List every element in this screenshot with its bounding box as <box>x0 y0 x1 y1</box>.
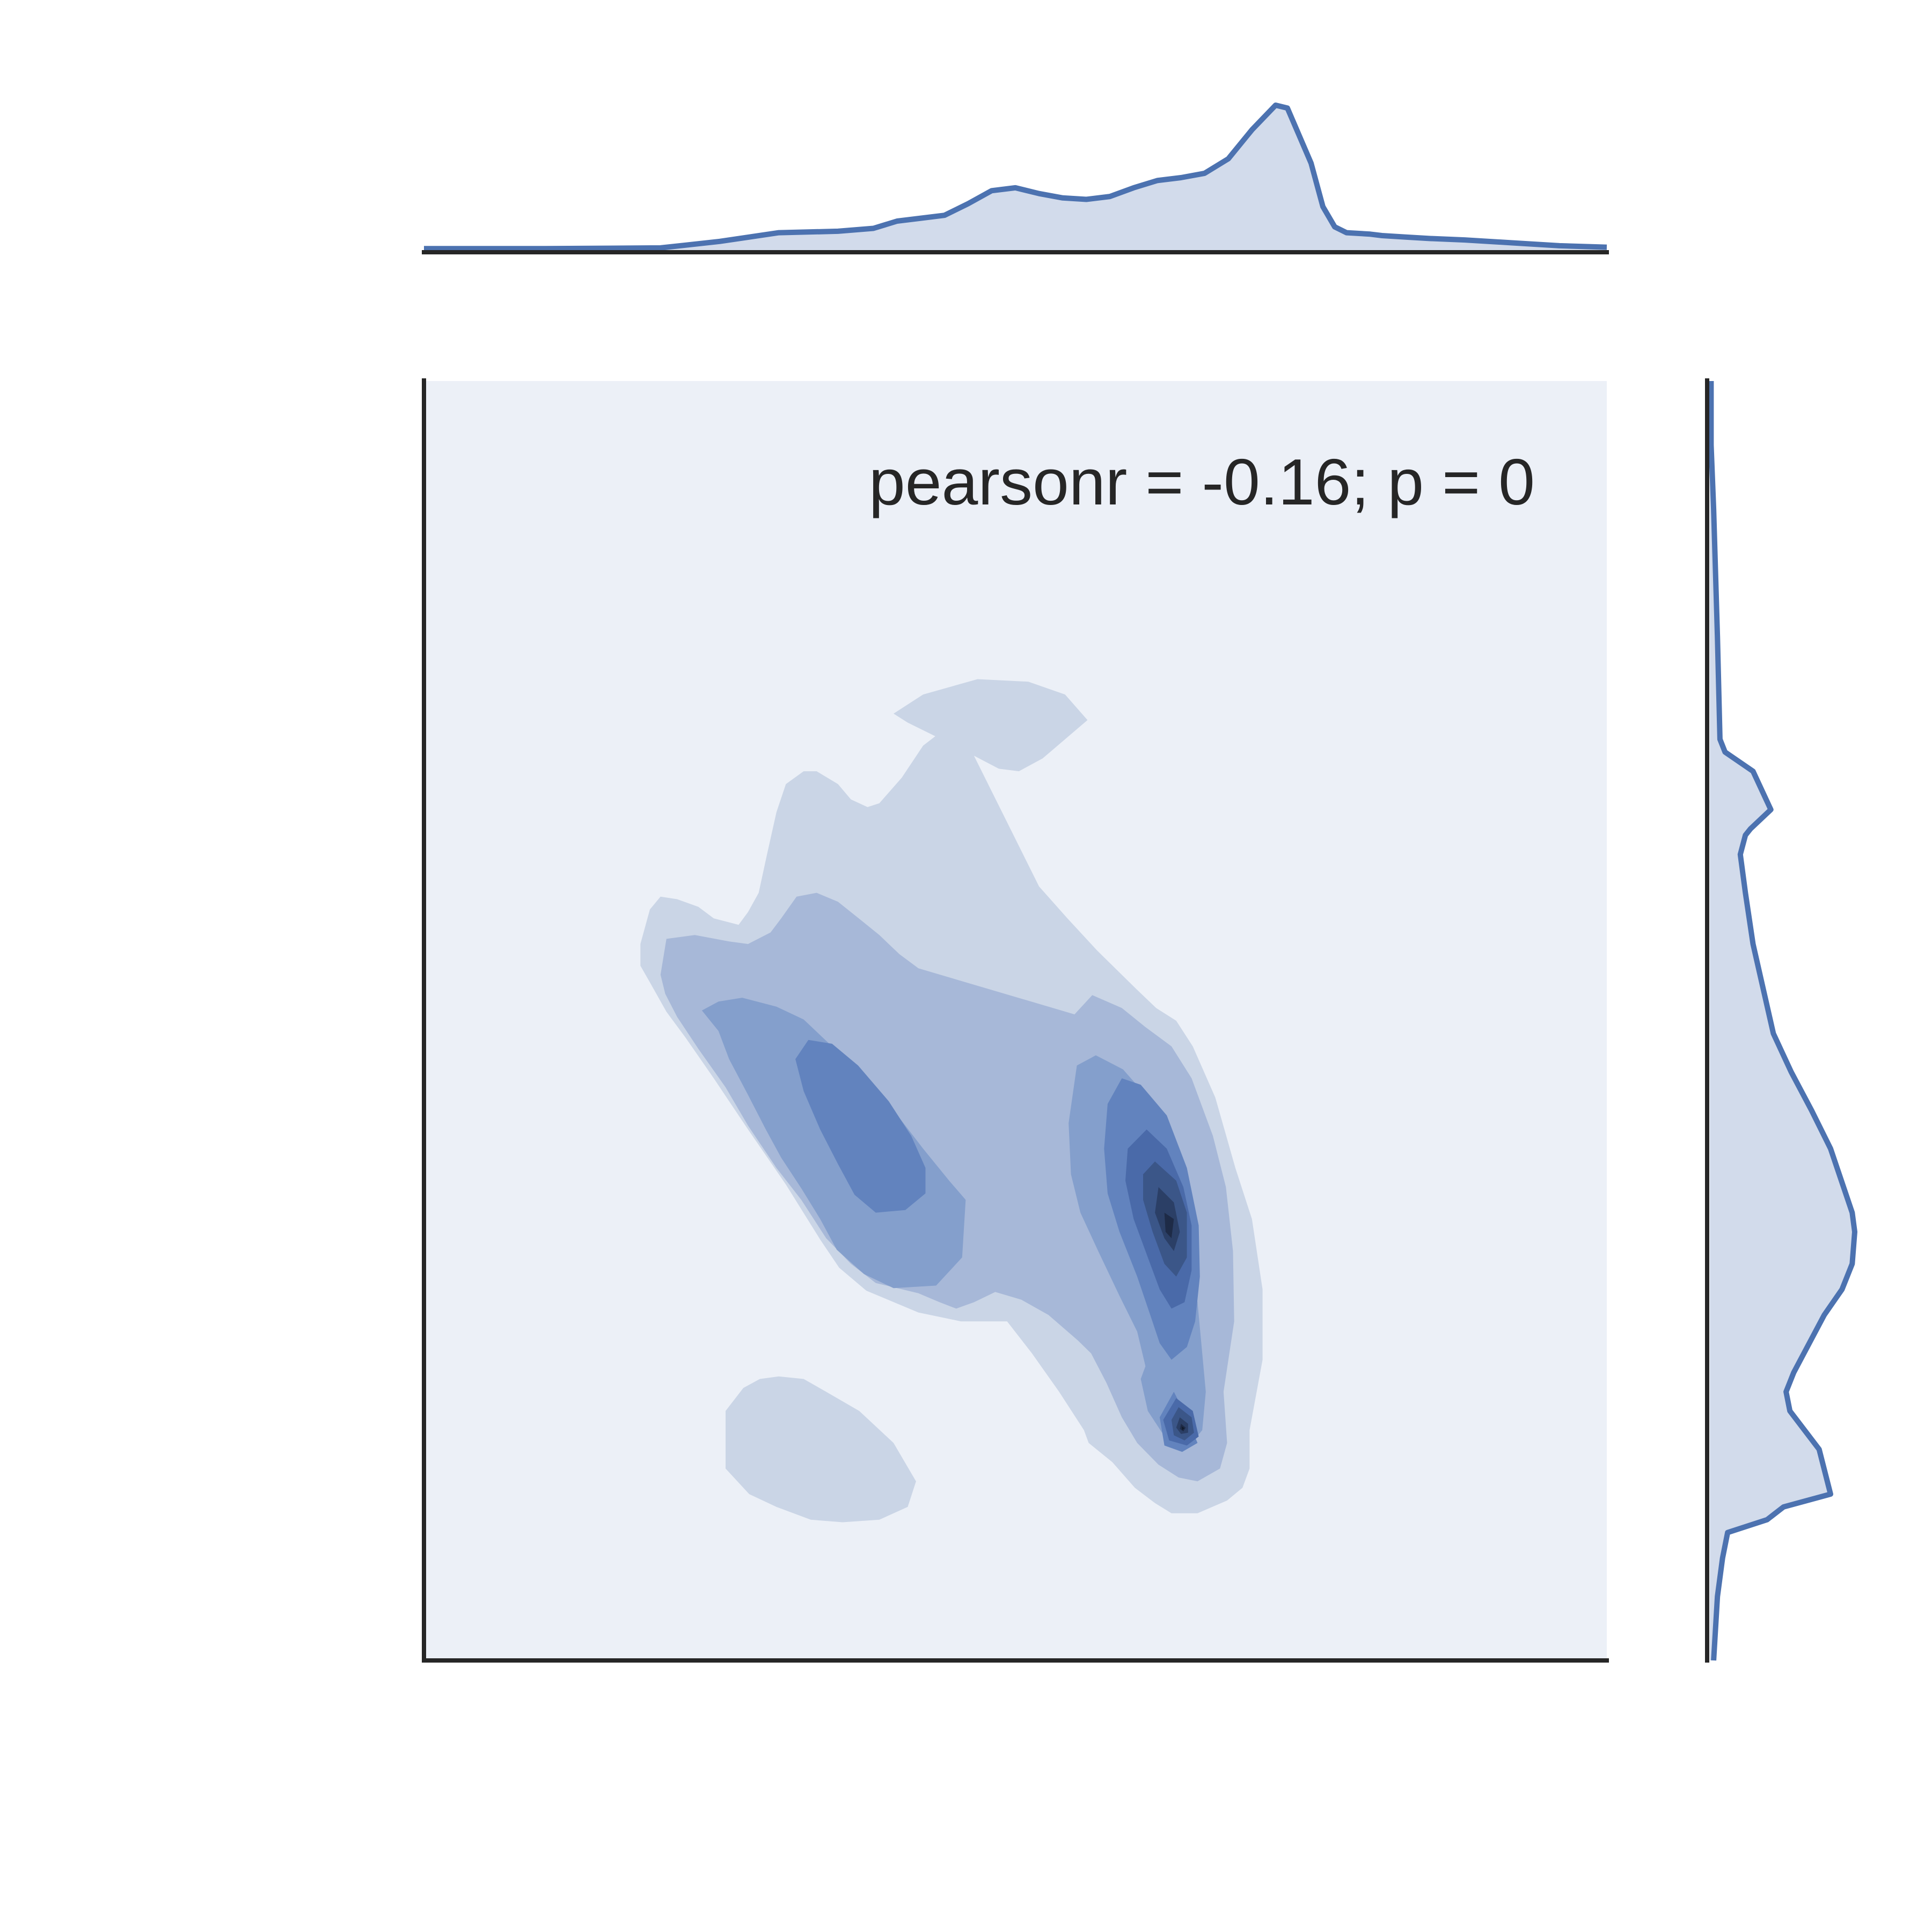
kde-contour-level-1-region-1 <box>894 679 1088 772</box>
x-marginal-panel <box>422 103 1609 254</box>
kde-contour-layer <box>640 679 1263 1523</box>
kde-contour-level-9-region-1 <box>1181 1426 1185 1430</box>
kde-contour-level-4-region-1 <box>795 1040 926 1213</box>
y-marginal-panel <box>1705 378 1857 1663</box>
x-marginal-density-fill <box>424 105 1607 250</box>
joint-kde-panel: pearsonr = -0.16; p = 0 <box>422 378 1609 1663</box>
kde-contour-level-1-region-3 <box>726 1376 916 1523</box>
y-marginal-density-line <box>1708 381 1857 1661</box>
y-marginal-density-fill <box>1710 381 1855 1660</box>
pearsonr-annotation: pearsonr = -0.16; p = 0 <box>869 445 1535 518</box>
x-marginal-density-line <box>424 103 1607 252</box>
kde-contour-level-8-region-1 <box>1164 1212 1174 1239</box>
